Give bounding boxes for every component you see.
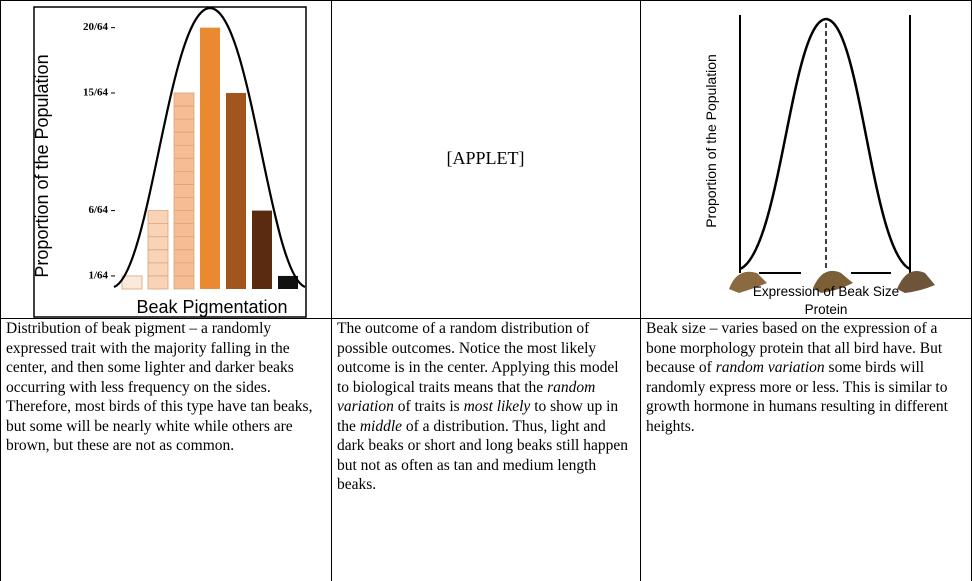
text-run: of traits is <box>394 398 464 415</box>
text-run: Distribution of beak pigment – a randoml… <box>6 320 312 454</box>
x-axis-label: Beak Pigmentation <box>136 297 287 317</box>
text-run: random variation <box>716 359 825 376</box>
y-axis-label: Proportion of the Population <box>32 54 52 277</box>
bar <box>200 28 220 289</box>
bar <box>252 211 272 289</box>
bar <box>174 93 194 289</box>
y-tick-label: 20/64 <box>83 21 109 33</box>
bar <box>122 276 142 289</box>
x-axis-label: Expression of Beak Size Protein <box>736 283 916 319</box>
description: Distribution of beak pigment – a randoml… <box>0 318 331 581</box>
y-tick-label: 15/64 <box>83 87 109 99</box>
bar <box>226 93 246 289</box>
text-run: middle <box>360 418 402 435</box>
beak-size-chart: Proportion of the Population Expression … <box>641 1 971 319</box>
table-cell: Proportion of the Population Beak Pigmen… <box>0 0 331 319</box>
bell-curve <box>740 19 910 269</box>
table-cell: Proportion of the Population Expression … <box>640 0 972 319</box>
page: Proportion of the Population Beak Pigmen… <box>0 0 972 581</box>
table-cell: [APPLET] <box>331 0 640 319</box>
pigment-chart: Proportion of the Population Beak Pigmen… <box>1 1 331 319</box>
text-run: most likely <box>464 398 531 415</box>
y-tick-label: 6/64 <box>88 204 108 216</box>
description: The outcome of a random distribution of … <box>331 318 640 581</box>
y-axis-label: Proportion of the Population <box>703 54 719 228</box>
description: Beak size – varies based on the expressi… <box>640 318 972 581</box>
applet-placeholder: [APPLET] <box>332 149 640 169</box>
y-tick-label: 1/64 <box>88 269 108 281</box>
